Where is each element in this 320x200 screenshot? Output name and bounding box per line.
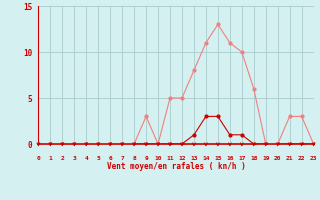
X-axis label: Vent moyen/en rafales ( kn/h ): Vent moyen/en rafales ( kn/h ) bbox=[107, 162, 245, 171]
